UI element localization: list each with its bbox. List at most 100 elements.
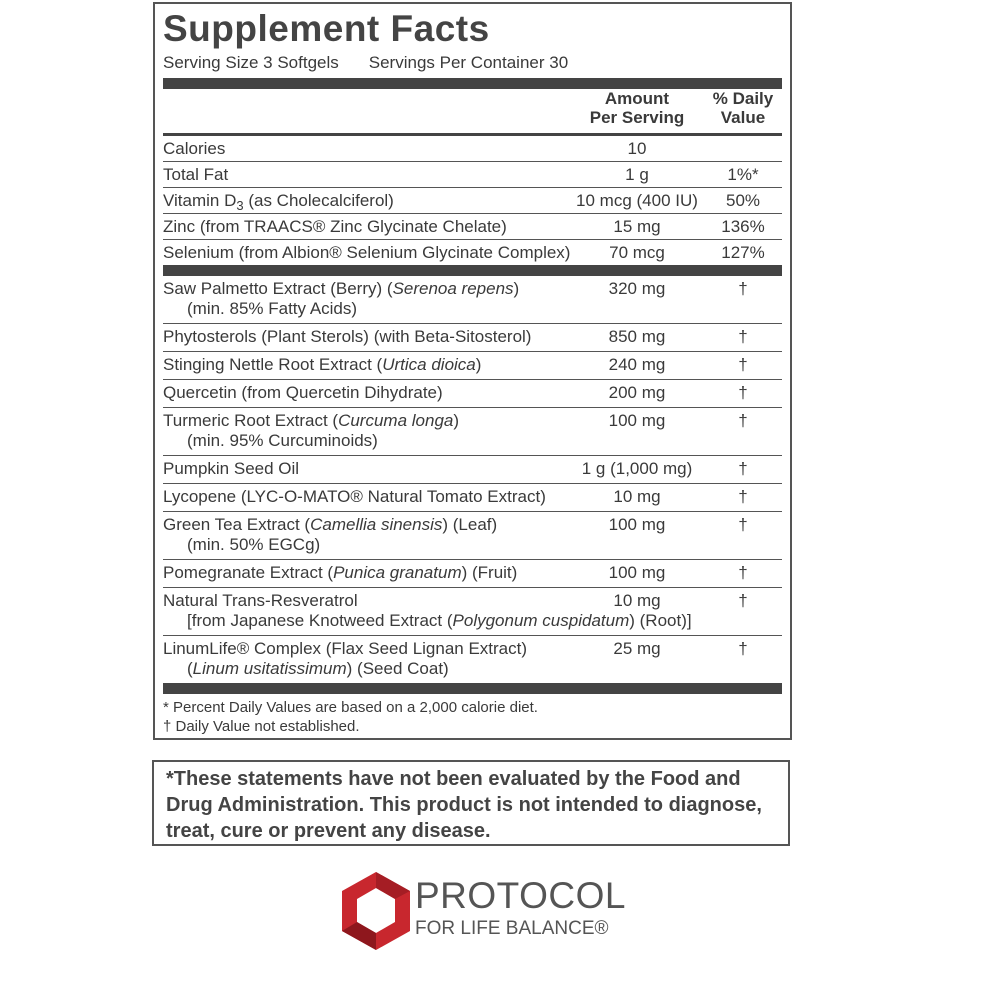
row: Pomegranate Extract (Punica granatum) (F… <box>163 560 782 588</box>
logo-inner <box>357 888 395 933</box>
name-text: Saw Palmetto Extract (Berry) ( <box>163 279 393 298</box>
logo-facet <box>376 872 410 899</box>
facts-content: Supplement Facts Serving Size 3 Softgels… <box>163 8 782 736</box>
thick-rule <box>163 78 782 89</box>
serving-line: Serving Size 3 Softgels Servings Per Cont… <box>163 52 782 74</box>
amount: 15 mg <box>613 217 661 236</box>
name-text: Stinging Nettle Root Extract ( <box>163 355 383 374</box>
daily-value: 1%* <box>727 165 759 184</box>
name-text: ) (Seed Coat) <box>346 659 449 678</box>
name-text: ) (Fruit) <box>461 563 518 582</box>
latin-name: Punica granatum <box>333 563 462 582</box>
row: LinumLife® Complex (Flax Seed Lignan Ext… <box>163 636 782 683</box>
latin-name: Serenoa repens <box>392 279 514 298</box>
facts-panel: Supplement Facts Serving Size 3 Softgels… <box>153 2 792 740</box>
name-line: (min. 50% EGCg) <box>187 535 321 554</box>
name-line: (min. 95% Curcuminoids) <box>187 431 378 450</box>
row: Turmeric Root Extract (Curcuma longa) (mi… <box>163 408 782 456</box>
daily-value: † <box>738 383 748 402</box>
brand-name: PROTOCOL <box>415 875 626 916</box>
amount: 320 mg <box>608 279 666 298</box>
name-text: Green Tea Extract ( <box>163 515 311 534</box>
thick-rule <box>163 265 782 276</box>
amount: 10 <box>627 139 647 158</box>
row: Pumpkin Seed Oil 1 g (1,000 mg) † <box>163 456 782 484</box>
amount: 100 mg <box>608 563 666 582</box>
daily-value: † <box>738 279 748 298</box>
amount: 1 g (1,000 mg) <box>581 459 693 478</box>
row: Zinc (from TRAACS® Zinc Glycinate Chelat… <box>163 214 782 240</box>
row: Quercetin (from Quercetin Dihydrate) 200 … <box>163 380 782 408</box>
amount: 10 mcg (400 IU) <box>576 191 698 210</box>
amount: 1 g <box>625 165 649 184</box>
footnote: † Daily Value not established. <box>163 718 360 735</box>
brand-logo <box>342 872 410 950</box>
amount: 10 mg <box>613 487 661 506</box>
name-line: Turmeric Root Extract (Curcuma longa) <box>163 411 782 431</box>
daily-value: † <box>738 459 748 478</box>
column-heading: % Daily Value <box>698 89 788 127</box>
subscript: 3 <box>236 198 244 213</box>
daily-value: † <box>738 411 748 430</box>
column-heading: Amount Per Serving <box>557 89 717 127</box>
name-line: (Linum usitatissimum) (Seed Coat) <box>163 659 782 679</box>
footnote: * Percent Daily Values are based on a 2,… <box>163 699 538 716</box>
name-text: Pomegranate Extract ( <box>163 563 334 582</box>
daily-value: † <box>738 487 748 506</box>
amount: 10 mg <box>613 591 661 610</box>
row: Calories 10 <box>163 136 782 162</box>
name-line: Stinging Nettle Root Extract (Urtica dio… <box>163 355 782 375</box>
brand-tagline: FOR LIFE BALANCE® <box>415 918 609 939</box>
daily-value: † <box>738 639 748 658</box>
name-line: Green Tea Extract (Camellia sinensis) (L… <box>163 515 782 535</box>
name-line: Vitamin D3 (as Cholecalciferol) <box>163 191 782 213</box>
name-text: (as Cholecalciferol) <box>243 191 394 210</box>
heading-line: Per Serving <box>589 108 685 127</box>
amount: 25 mg <box>613 639 661 658</box>
daily-value: † <box>738 591 748 610</box>
amount: 850 mg <box>608 327 666 346</box>
name-line: Total Fat <box>163 165 229 184</box>
footnotes: * Percent Daily Values are based on a 2,… <box>163 698 782 736</box>
row: Phytosterols (Plant Sterols) (with Beta-… <box>163 324 782 352</box>
row: Green Tea Extract (Camellia sinensis) (L… <box>163 512 782 560</box>
name-line: Pumpkin Seed Oil <box>163 459 300 478</box>
name-text: ) (Leaf) <box>442 515 498 534</box>
serving-size: Serving Size 3 Softgels <box>163 53 339 72</box>
name-text: Vitamin D <box>163 191 237 210</box>
daily-value: † <box>738 515 748 534</box>
amount: 240 mg <box>608 355 666 374</box>
row: Stinging Nettle Root Extract (Urtica dio… <box>163 352 782 380</box>
amount: 200 mg <box>608 383 666 402</box>
logo-facet <box>342 922 376 950</box>
title: Supplement Facts <box>163 8 490 49</box>
row: Selenium (from Albion® Selenium Glycinat… <box>163 240 782 265</box>
name-text: ) (Root)] <box>629 611 692 630</box>
name-line: LinumLife® Complex (Flax Seed Lignan Ext… <box>163 639 528 658</box>
name-text: ) <box>453 411 460 430</box>
name-line: Lycopene (LYC-O-MATO® Natural Tomato Ext… <box>163 487 546 506</box>
servings-per-container: Servings Per Container 30 <box>368 53 569 72</box>
disclaimer: *These statements have not been evaluate… <box>166 768 762 842</box>
daily-value: † <box>738 563 748 582</box>
row: Total Fat 1 g 1%* <box>163 162 782 188</box>
name-line: Quercetin (from Quercetin Dihydrate) <box>163 383 443 402</box>
daily-value: † <box>738 355 748 374</box>
ingredient-rows: Saw Palmetto Extract (Berry) (Serenoa re… <box>163 276 782 683</box>
daily-value: 127% <box>721 243 765 262</box>
name-line: (min. 85% Fatty Acids) <box>187 299 358 318</box>
name-line: Selenium (from Albion® Selenium Glycinat… <box>163 243 571 262</box>
latin-name: Polygonum cuspidatum <box>452 611 630 630</box>
name-line: [from Japanese Knotweed Extract (Polygon… <box>163 611 782 631</box>
latin-name: Urtica dioica <box>382 355 476 374</box>
latin-name: Linum usitatissimum <box>192 659 347 678</box>
name-line: Pomegranate Extract (Punica granatum) (F… <box>163 563 782 583</box>
amount: 70 mcg <box>609 243 665 262</box>
daily-value: † <box>738 327 748 346</box>
name-line: Saw Palmetto Extract (Berry) (Serenoa re… <box>163 279 782 299</box>
heading-line: Value <box>720 108 766 127</box>
latin-name: Camellia sinensis <box>310 515 443 534</box>
daily-value: 136% <box>721 217 765 236</box>
name-line: Calories <box>163 139 226 158</box>
